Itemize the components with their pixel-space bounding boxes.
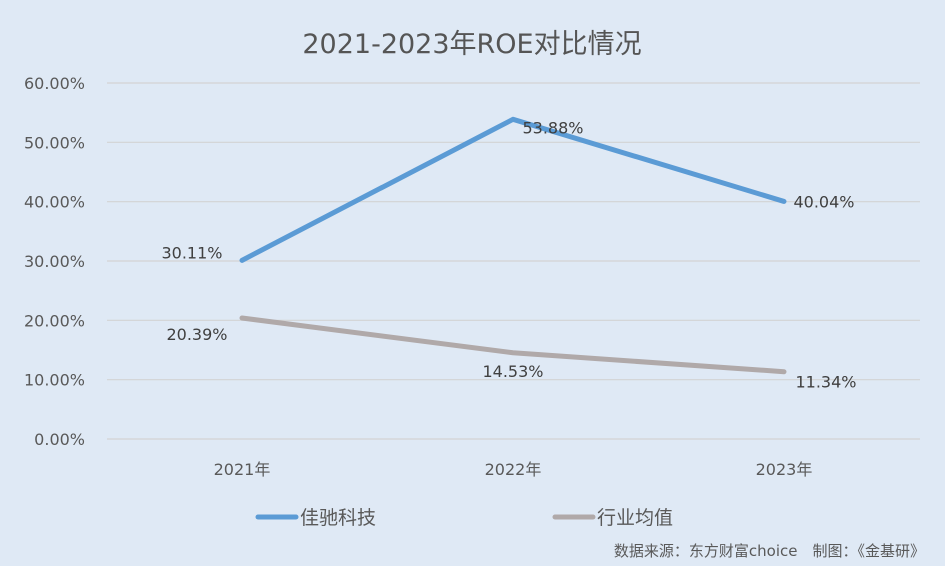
x-tick-label: 2022年 [485,460,542,479]
data-label: 40.04% [793,192,854,211]
x-tick-label: 2023年 [756,460,813,479]
source-note: 数据来源：东方财富choice 制图：《金基研》 [614,542,925,560]
data-label: 30.11% [161,243,222,262]
legend-label: 佳驰科技 [300,507,376,529]
y-tick-label: 10.00% [24,371,85,390]
chart-title: 2021-2023年ROE对比情况 [302,29,641,60]
y-tick-label: 40.00% [24,193,85,212]
series-line-1 [239,315,787,375]
y-tick-label: 0.00% [34,430,85,449]
x-tick-label: 2021年 [214,460,271,479]
data-label: 11.34% [795,373,856,392]
legend-label: 行业均值 [597,507,673,529]
data-label: 53.88% [522,118,583,137]
y-tick-label: 50.00% [24,133,85,152]
y-tick-label: 30.00% [24,252,85,271]
y-tick-label: 20.00% [24,311,85,330]
series-line-0 [239,116,787,263]
data-label: 20.39% [166,325,227,344]
data-label: 14.53% [482,362,543,381]
y-tick-label: 60.00% [24,74,85,93]
